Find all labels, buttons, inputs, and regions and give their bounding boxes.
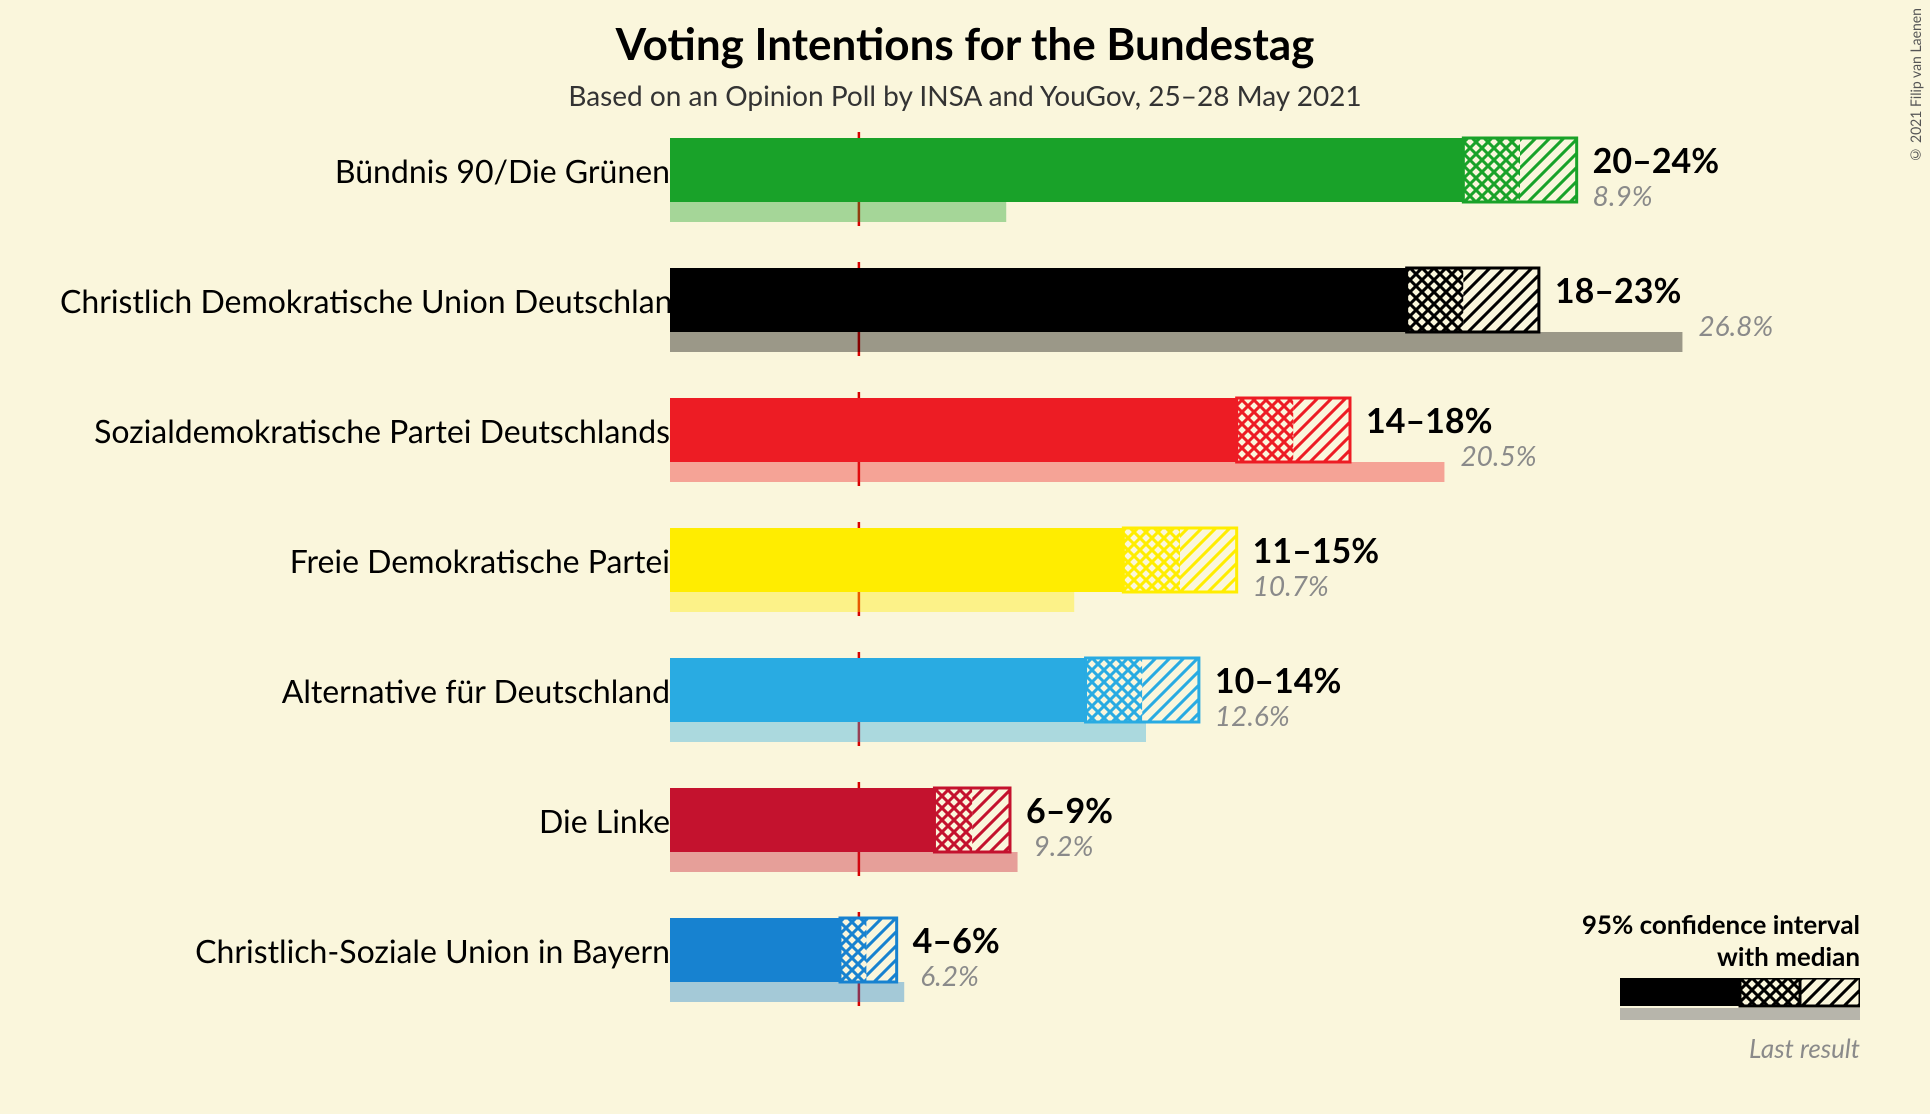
party-label: Alternative für Deutschland <box>60 671 688 710</box>
ci-bar-crosshatch <box>934 788 972 852</box>
range-label: 18–23% <box>1555 270 1681 311</box>
last-result-bar <box>670 592 1074 612</box>
legend: 95% confidence interval with median Last… <box>1582 908 1860 1064</box>
legend-last-label: Last result <box>1582 1032 1860 1064</box>
copyright-notice: © 2021 Filip van Laenen <box>1907 8 1924 164</box>
ci-bar-solid <box>670 788 934 852</box>
last-result-label: 12.6% <box>1215 698 1290 732</box>
last-result-bar <box>670 722 1146 742</box>
last-result-label: 20.5% <box>1460 438 1536 472</box>
chart-area: Bündnis 90/Die Grünen 20–24%8.9% Christlic… <box>60 130 1870 1074</box>
party-row <box>670 652 1237 746</box>
last-result-bar <box>670 202 1006 222</box>
range-label: 14–18% <box>1366 400 1492 441</box>
ci-bar-diagonal <box>1520 138 1577 202</box>
party-label: Freie Demokratische Partei <box>60 541 688 580</box>
ci-bar-crosshatch <box>1086 658 1143 722</box>
ci-bar-crosshatch <box>1237 398 1294 462</box>
range-label: 6–9% <box>1026 790 1113 831</box>
last-result-bar <box>670 982 904 1002</box>
ci-bar-solid <box>670 528 1123 592</box>
party-label: Die Linke <box>60 801 688 840</box>
party-row <box>670 132 1614 226</box>
party-label: Christlich-Soziale Union in Bayern <box>60 931 688 970</box>
party-row <box>670 262 1682 356</box>
party-label: Bündnis 90/Die Grünen <box>60 151 688 190</box>
legend-swatch <box>1620 978 1860 1028</box>
ci-bar-diagonal <box>1463 268 1539 332</box>
range-label: 11–15% <box>1253 530 1379 571</box>
ci-bar-diagonal <box>1180 528 1237 592</box>
range-label: 10–14% <box>1215 660 1341 701</box>
ci-bar-crosshatch <box>840 918 866 982</box>
ci-bar-diagonal <box>866 918 896 982</box>
ci-bar-solid <box>670 268 1407 332</box>
last-result-bar <box>670 462 1444 482</box>
ci-bar-crosshatch <box>1407 268 1464 332</box>
last-result-label: 26.8% <box>1698 308 1773 342</box>
party-row <box>670 392 1444 486</box>
grid-svg <box>60 130 1870 1040</box>
last-result-bar <box>670 852 1018 872</box>
ci-bar-diagonal <box>1293 398 1350 462</box>
last-result-label: 8.9% <box>1593 178 1653 212</box>
chart-title: Voting Intentions for the Bundestag <box>0 18 1930 70</box>
range-label: 20–24% <box>1593 140 1719 181</box>
ci-bar-solid <box>670 398 1237 462</box>
ci-bar-solid <box>670 658 1086 722</box>
party-row <box>670 912 934 1006</box>
ci-bar-diagonal <box>1142 658 1199 722</box>
party-label: Christlich Demokratische Union Deutschla… <box>60 281 688 320</box>
legend-ci-line2: with median <box>1582 940 1860 972</box>
ci-bar-crosshatch <box>1123 528 1180 592</box>
range-label: 4–6% <box>913 920 1000 961</box>
ci-bar-solid <box>670 138 1463 202</box>
chart-subtitle: Based on an Opinion Poll by INSA and You… <box>0 78 1930 112</box>
ci-bar-diagonal <box>972 788 1010 852</box>
last-result-bar <box>670 332 1682 352</box>
ci-bar-solid <box>670 918 840 982</box>
last-result-label: 10.7% <box>1253 568 1329 602</box>
party-row <box>670 522 1274 616</box>
last-result-label: 9.2% <box>1034 828 1094 862</box>
party-label: Sozialdemokratische Partei Deutschlands <box>60 411 688 450</box>
party-row <box>670 782 1048 876</box>
legend-ci-line1: 95% confidence interval <box>1582 908 1860 940</box>
last-result-label: 6.2% <box>920 958 979 992</box>
ci-bar-crosshatch <box>1463 138 1520 202</box>
